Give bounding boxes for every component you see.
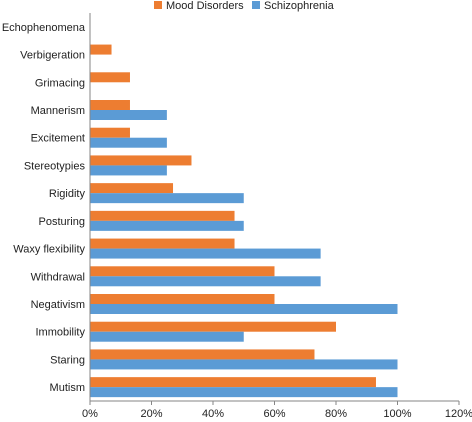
x-tick-label: 40% bbox=[202, 408, 224, 420]
bar-schizophrenia-negativism bbox=[90, 304, 398, 314]
category-label-immobility: Immobility bbox=[35, 327, 85, 339]
category-labels: Mutism Staring Immobility Negativism Withdra… bbox=[2, 22, 86, 394]
category-label-mannerism: Mannerism bbox=[31, 105, 85, 117]
x-tick-label: 80% bbox=[325, 408, 347, 420]
bar-schizophrenia-staring bbox=[90, 359, 398, 370]
bar-schizophrenia-withdrawal bbox=[90, 276, 321, 287]
x-tick-label: 60% bbox=[263, 408, 285, 420]
bar-schizophrenia-mannerism bbox=[90, 110, 167, 120]
bar-mood-disorders-mutism bbox=[90, 377, 376, 388]
category-label-staring: Staring bbox=[50, 354, 85, 366]
legend-swatch-mood-disorders bbox=[154, 1, 162, 9]
category-label-verbigeration: Verbigeration bbox=[20, 50, 85, 62]
bar-schizophrenia-excitement bbox=[90, 137, 167, 148]
category-label-excitement: Excitement bbox=[31, 133, 85, 145]
axes bbox=[89, 13, 460, 405]
bar-mood-disorders-withdrawal bbox=[90, 266, 275, 277]
legend-swatch-schizophrenia bbox=[252, 1, 260, 9]
x-tick-labels: 0% 20% 40% 60% 80% 100% 120% bbox=[82, 408, 472, 420]
bar-schizophrenia-immobility bbox=[90, 331, 244, 342]
bar-mood-disorders-negativism bbox=[90, 294, 275, 304]
bar-schizophrenia-stereotypies bbox=[90, 165, 167, 176]
x-tick-label: 0% bbox=[82, 408, 98, 420]
category-label-negativism: Negativism bbox=[31, 299, 85, 311]
legend-label-schizophrenia: Schizophrenia bbox=[264, 0, 335, 12]
category-label-mutism: Mutism bbox=[50, 382, 85, 394]
bar-mood-disorders-waxy-flexibility bbox=[90, 238, 235, 249]
bar-mood-disorders-grimacing bbox=[90, 72, 130, 83]
category-label-withdrawal: Withdrawal bbox=[31, 271, 85, 283]
bar-mood-disorders-mannerism bbox=[90, 100, 130, 110]
category-label-grimacing: Grimacing bbox=[35, 77, 85, 89]
bar-mood-disorders-immobility bbox=[90, 321, 336, 332]
legend-label-mood-disorders: Mood Disorders bbox=[166, 0, 244, 12]
bar-schizophrenia-waxy-flexibility bbox=[90, 248, 321, 259]
category-label-waxy-flexibility: Waxy flexibility bbox=[13, 244, 85, 256]
bar-schizophrenia-posturing bbox=[90, 220, 244, 231]
x-tick-label: 20% bbox=[140, 408, 162, 420]
category-label-rigidity: Rigidity bbox=[49, 188, 86, 200]
bars bbox=[90, 44, 398, 398]
x-tick-label: 100% bbox=[383, 408, 411, 420]
legend: Mood Disorders Schizophrenia bbox=[154, 0, 335, 12]
bar-schizophrenia-mutism bbox=[90, 387, 398, 398]
category-label-echophenomena: Echophenomena bbox=[2, 22, 86, 34]
category-label-stereotypies: Stereotypies bbox=[24, 160, 86, 172]
bar-mood-disorders-staring bbox=[90, 349, 315, 360]
bar-mood-disorders-verbigeration bbox=[90, 44, 112, 55]
bar-mood-disorders-rigidity bbox=[90, 183, 174, 194]
bar-mood-disorders-excitement bbox=[90, 127, 130, 138]
bar-schizophrenia-rigidity bbox=[90, 193, 244, 204]
category-label-posturing: Posturing bbox=[39, 216, 85, 228]
x-tick-label: 120% bbox=[445, 408, 472, 420]
bar-mood-disorders-posturing bbox=[90, 210, 235, 221]
bar-mood-disorders-stereotypies bbox=[90, 155, 192, 166]
